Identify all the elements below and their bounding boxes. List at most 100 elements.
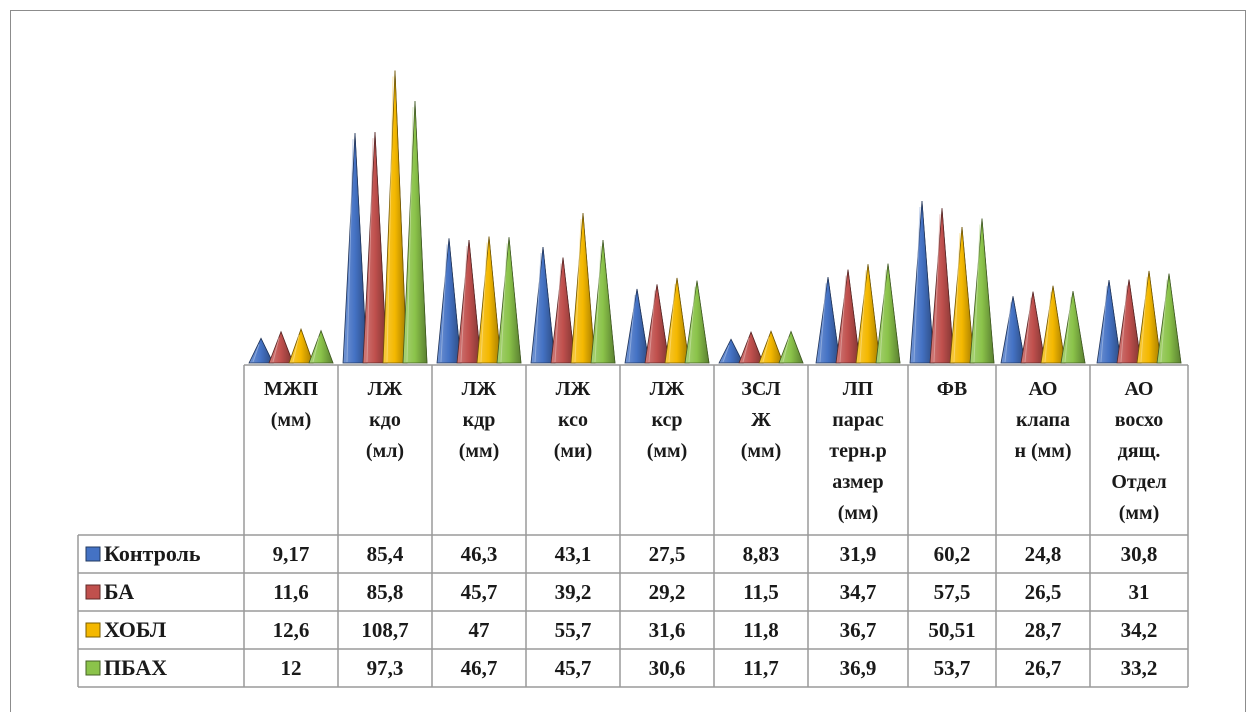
- category-label: (мм): [271, 409, 312, 431]
- data-label: 11,6: [273, 580, 309, 604]
- data-label: 26,5: [1025, 580, 1062, 604]
- pyramid-bar: [758, 330, 784, 364]
- pyramid-bar: [778, 330, 804, 364]
- data-label: 46,3: [461, 542, 498, 566]
- data-label: 36,7: [840, 618, 877, 642]
- data-label: 8,83: [743, 542, 780, 566]
- pyramid-bar: [288, 327, 314, 364]
- pyramid-bar: [875, 263, 901, 364]
- pyramid-bar: [362, 132, 388, 364]
- data-label: 12,6: [273, 618, 310, 642]
- data-label: 31,9: [840, 542, 877, 566]
- pyramid-bar: [308, 329, 334, 364]
- category-label: дящ.: [1118, 440, 1161, 462]
- legend-key: [85, 660, 101, 676]
- data-label: 11,8: [743, 618, 779, 642]
- category-label: ЛЖ: [368, 378, 403, 400]
- pyramid-bar: [476, 236, 502, 364]
- data-label: 108,7: [361, 618, 408, 642]
- pyramid-bar: [530, 246, 556, 364]
- pyramid-bar: [342, 133, 368, 364]
- data-label: 45,7: [555, 656, 592, 680]
- series-name: БА: [104, 579, 134, 604]
- data-label: 43,1: [555, 542, 592, 566]
- data-label: 46,7: [461, 656, 498, 680]
- pyramid-bar: [1096, 280, 1122, 364]
- data-label: 60,2: [934, 542, 971, 566]
- category-label: кдр: [463, 409, 496, 431]
- pyramid-bar: [382, 70, 408, 364]
- data-label: 39,2: [555, 580, 592, 604]
- category-label: (мм): [1119, 502, 1160, 524]
- category-label: клапа: [1016, 409, 1070, 431]
- pyramid-bar: [664, 277, 690, 364]
- pyramid-bar: [718, 338, 744, 364]
- data-label: 36,9: [840, 656, 877, 680]
- pyramid-bar: [1020, 291, 1046, 364]
- data-label: 30,6: [649, 656, 686, 680]
- pyramid-bar: [949, 227, 975, 364]
- pyramid-bar: [1156, 273, 1182, 364]
- chart-frame: [10, 10, 1246, 712]
- legend-key: [85, 584, 101, 600]
- category-label: (мм): [459, 440, 500, 462]
- category-label: парас: [832, 409, 884, 431]
- pyramid-bar: [1116, 279, 1142, 364]
- data-label: 30,8: [1121, 542, 1158, 566]
- category-label: Отдел: [1111, 471, 1166, 493]
- data-label: 45,7: [461, 580, 498, 604]
- pyramid-bar: [268, 330, 294, 364]
- pyramid-bar: [436, 238, 462, 364]
- pyramid-bar: [624, 288, 650, 364]
- pyramid-bar: [590, 239, 616, 364]
- pyramid-bar: [248, 337, 274, 364]
- category-label: терн.р: [829, 440, 886, 462]
- category-label: (ми): [554, 440, 592, 462]
- data-label: 85,8: [367, 580, 404, 604]
- data-table: МЖП (мм) ЛЖ кдо (мл) ЛЖ кдр (мм) ЛЖ ксо (ми) ЛЖ кср (…: [77, 364, 1189, 688]
- category-label: кср: [651, 409, 682, 431]
- pyramid-bar: [835, 269, 861, 364]
- pyramid-bar: [456, 239, 482, 364]
- category-label: ФВ: [937, 378, 968, 400]
- data-label: 28,7: [1025, 618, 1062, 642]
- data-label: 9,17: [273, 542, 310, 566]
- data-label: 24,8: [1025, 542, 1062, 566]
- data-label: 11,7: [743, 656, 779, 680]
- data-label: 26,7: [1025, 656, 1062, 680]
- pyramid-bar: [1000, 296, 1026, 364]
- series-name: ХОБЛ: [104, 617, 167, 642]
- legend-key: [85, 546, 101, 562]
- data-label: 27,5: [649, 542, 686, 566]
- data-label: 31,6: [649, 618, 686, 642]
- category-label: АО: [1028, 378, 1057, 400]
- pyramid-bar: [1136, 270, 1162, 364]
- category-label: (мм): [647, 440, 688, 462]
- legend-key: [85, 622, 101, 638]
- pyramid-bars: [248, 70, 1182, 364]
- data-label: 11,5: [743, 580, 779, 604]
- pyramid-bar: [738, 330, 764, 364]
- pyramid-bar: [815, 277, 841, 364]
- category-label: ЛП: [843, 378, 874, 400]
- data-label: 34,2: [1121, 618, 1158, 642]
- pyramid-bar: [969, 218, 995, 364]
- category-label: кдо: [369, 409, 401, 431]
- category-label: Ж: [751, 409, 771, 431]
- category-label: азмер: [832, 471, 883, 493]
- category-label: АО: [1124, 378, 1153, 400]
- pyramid-bar: [684, 280, 710, 364]
- category-label: восхо: [1115, 409, 1164, 431]
- pyramid-bar: [570, 213, 596, 364]
- category-label: ЛЖ: [650, 378, 685, 400]
- pyramid-bar: [929, 208, 955, 364]
- series-name: ПБАХ: [104, 655, 167, 680]
- data-label: 57,5: [934, 580, 971, 604]
- category-label: ксо: [558, 409, 588, 431]
- data-label: 97,3: [367, 656, 404, 680]
- data-label: 53,7: [934, 656, 971, 680]
- series-name: Контроль: [104, 541, 201, 566]
- category-label: (мм): [741, 440, 782, 462]
- data-label: 31: [1129, 580, 1150, 604]
